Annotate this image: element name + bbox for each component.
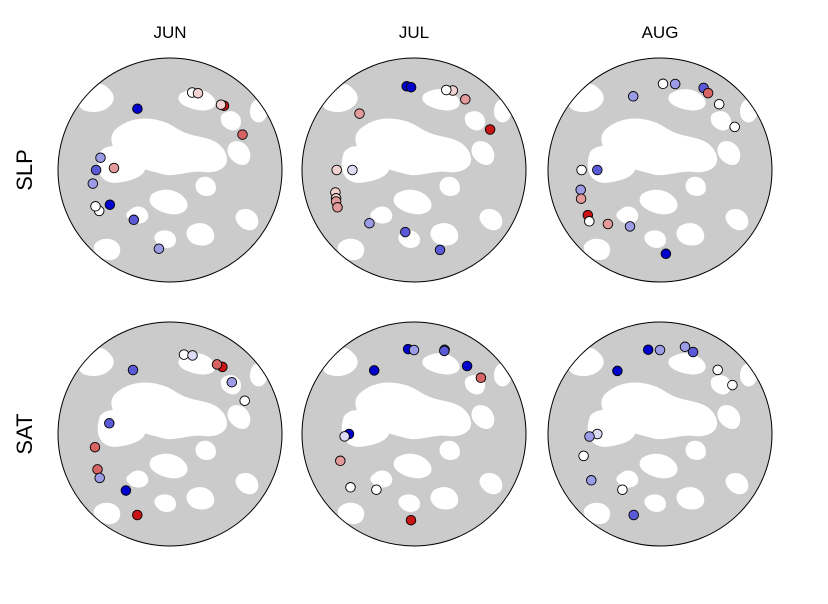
station-marker [434,244,446,256]
station-marker [354,108,365,119]
station-marker [617,484,628,495]
station-marker [592,164,603,176]
row-title-slp: SLP [12,149,37,191]
station-marker [727,379,738,391]
station-marker [104,199,116,210]
land-shading [548,322,772,546]
station-marker [408,344,420,356]
station-marker [345,482,356,493]
station-marker [89,441,101,453]
station-marker [215,99,227,110]
station-marker [660,248,672,260]
station-marker [132,103,143,114]
station-marker [339,431,350,442]
map-boundary-circle [301,321,527,547]
station-marker [441,84,452,96]
station-marker [712,364,723,376]
station-marker [475,372,487,384]
column-title-aug: AUG [642,23,679,42]
station-marker [729,121,740,133]
station-marker [400,226,411,238]
map-boundary-circle [57,57,283,283]
station-marker [332,202,343,213]
station-marker [461,360,473,372]
station-marker [586,475,597,486]
station-marker [90,201,101,212]
station-marker [331,164,342,176]
station-marker [187,350,198,361]
station-marker [657,78,669,90]
station-marker [153,243,165,254]
station-marker [439,345,450,357]
station-marker [127,364,139,376]
station-marker [335,455,346,467]
column-title-jun: JUN [153,23,186,42]
map-boundary-circle [301,57,527,283]
land-shading [302,322,526,546]
station-marker [94,472,105,484]
map-panel-sat-aug [547,321,773,547]
station-marker [405,81,417,93]
station-marker [192,87,204,99]
station-marker [576,164,587,176]
station-marker [627,91,639,102]
station-marker [575,193,587,204]
station-marker [371,484,382,495]
map-panel-slp-aug [547,57,773,283]
map-boundary-circle [547,321,773,547]
row-title-sat: SAT [12,413,37,454]
station-marker [132,509,143,521]
land-shading [58,322,282,546]
station-marker [679,341,691,353]
map-panel-slp-jul [301,57,527,283]
station-marker [237,129,248,140]
station-marker [624,221,636,232]
station-marker [104,418,115,429]
station-marker [405,514,417,526]
station-marker [484,124,496,135]
station-marker [612,365,623,377]
station-marker [120,485,132,496]
station-marker [364,217,375,229]
station-marker [584,431,595,442]
station-marker [460,94,471,105]
map-panel-sat-jun [57,321,283,547]
station-marker [108,162,120,174]
station-marker [702,87,714,99]
station-marker [368,365,380,376]
station-marker [128,214,140,226]
station-marker [578,450,589,462]
column-title-jul: JUL [399,23,429,42]
station-marker [239,395,250,406]
map-panel-sat-jul [301,321,527,547]
station-marker [575,184,586,196]
map-panel-slp-jun [57,57,283,283]
station-marker [347,164,358,176]
station-marker [642,344,654,355]
station-marker [687,346,699,358]
station-marker [602,218,614,230]
station-marker [628,509,639,521]
station-marker [211,359,223,370]
station-marker [95,152,106,163]
station-marker [92,464,103,475]
station-marker [713,98,725,110]
station-marker [654,344,666,356]
station-marker [226,376,238,388]
map-boundary-circle [57,321,283,547]
map-boundary-circle [547,57,773,283]
station-marker [90,164,102,176]
station-marker [584,216,595,227]
station-marker [87,178,99,189]
station-marker [669,78,681,90]
